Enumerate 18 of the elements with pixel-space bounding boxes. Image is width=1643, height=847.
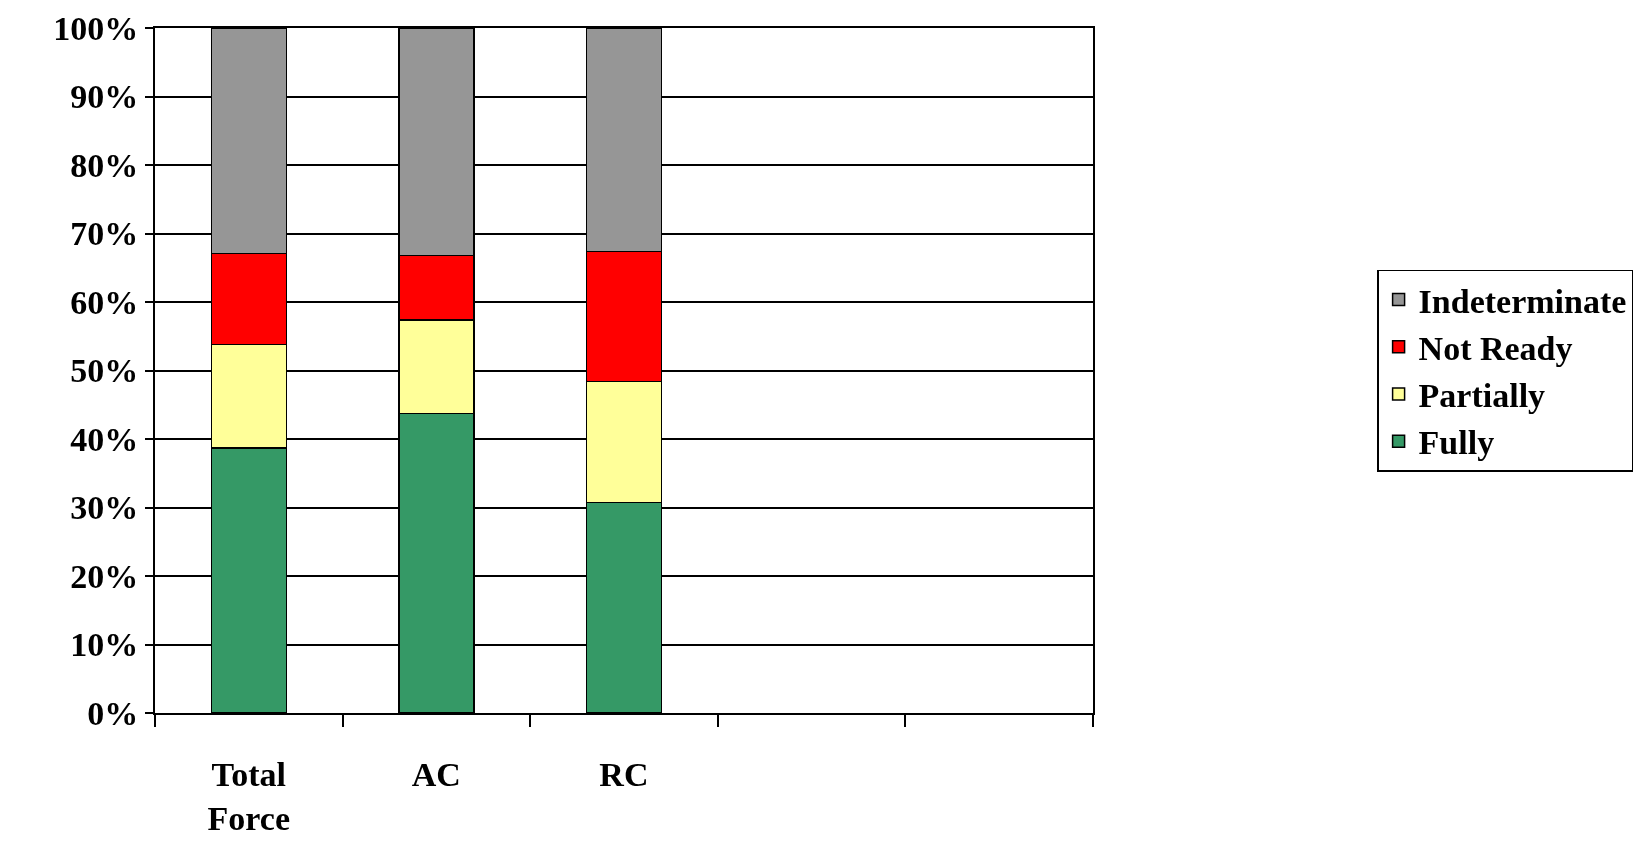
x-tick-label: AC (411, 755, 461, 793)
y-tick-label: 90% (70, 78, 139, 116)
y-tick-label: 20% (70, 557, 139, 595)
legend-label: Partially (1418, 377, 1546, 415)
y-tick-label: 50% (70, 352, 139, 390)
y-tick-label: 60% (70, 283, 139, 321)
legend-label: Fully (1418, 424, 1495, 462)
y-tick-label: 40% (70, 420, 139, 458)
y-tick-label: 10% (70, 626, 139, 664)
y-tick-label: 70% (70, 215, 139, 253)
legend-label: Not Ready (1418, 330, 1573, 368)
legend-label: Indeterminate (1418, 282, 1627, 320)
y-tick-label: 80% (70, 146, 139, 184)
y-tick-label: 100% (53, 9, 139, 47)
y-tick-label: 30% (70, 489, 139, 527)
x-tick-label: RC (599, 755, 649, 793)
y-tick-label: 0% (87, 694, 139, 732)
x-tick-label: Total Force (207, 755, 290, 837)
